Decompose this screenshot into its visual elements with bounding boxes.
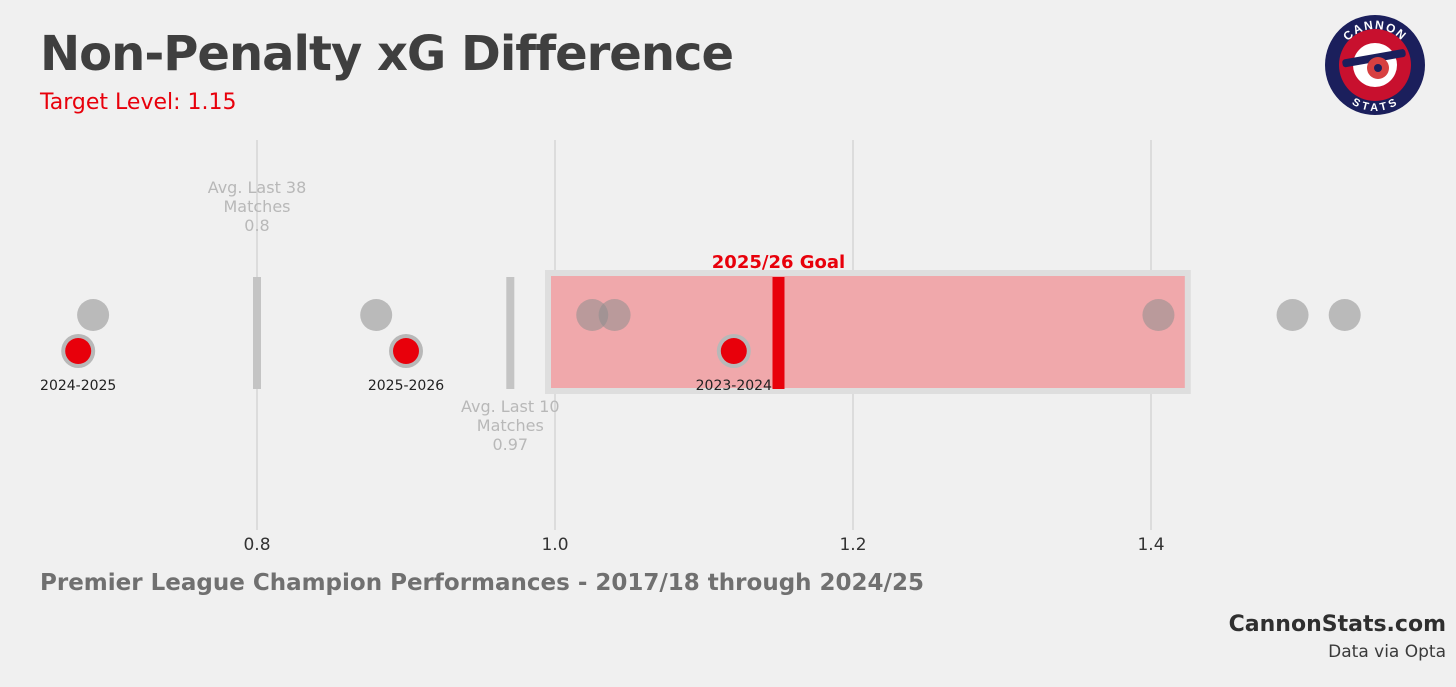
- x-tick-label: 1.0: [541, 535, 568, 555]
- reference-line-label: 0.97: [492, 435, 528, 454]
- reference-line-label: 0.8: [244, 216, 269, 235]
- season-label: 2024-2025: [40, 378, 116, 394]
- season-label: 2025-2026: [368, 378, 444, 394]
- data-source: Data via Opta: [1328, 642, 1446, 662]
- page-title: Non-Penalty xG Difference: [40, 26, 734, 82]
- chart-footnote: Premier League Champion Performances - 2…: [40, 570, 924, 596]
- champion-point: [576, 299, 609, 331]
- champion-point: [1276, 299, 1309, 331]
- svg-text:STATS: STATS: [1350, 96, 1400, 114]
- season-point: [65, 338, 92, 364]
- champion-point: [598, 299, 631, 331]
- reference-line: [506, 277, 515, 389]
- brand-credit: CannonStats.com: [1228, 612, 1446, 637]
- x-tick-label: 0.8: [243, 535, 270, 555]
- logo-bottom-text: STATS: [1350, 96, 1398, 114]
- season-label: 2023-2024: [696, 378, 772, 394]
- cannonstats-logo: CANNON STATS: [1325, 15, 1425, 115]
- reference-line-label: Avg. Last 38: [208, 178, 307, 197]
- reference-line-label: Avg. Last 10: [461, 397, 560, 416]
- season-point: [720, 338, 747, 364]
- reference-line-label: Matches: [224, 197, 291, 216]
- cannon-icon: [1342, 49, 1406, 79]
- goal-label: 2025/26 Goal: [712, 252, 845, 273]
- champion-point: [1328, 299, 1361, 331]
- season-point: [393, 338, 419, 364]
- x-tick-label: 1.4: [1137, 535, 1164, 555]
- champion-point: [360, 299, 393, 331]
- reference-line: [253, 277, 261, 389]
- target-level-subtitle: Target Level: 1.15: [40, 90, 237, 115]
- champion-point: [77, 299, 110, 331]
- reference-line-label: Matches: [477, 416, 544, 435]
- champion-point: [1142, 299, 1175, 331]
- goal-marker: [772, 277, 785, 389]
- target-band: [551, 276, 1185, 388]
- x-tick-label: 1.2: [839, 535, 866, 555]
